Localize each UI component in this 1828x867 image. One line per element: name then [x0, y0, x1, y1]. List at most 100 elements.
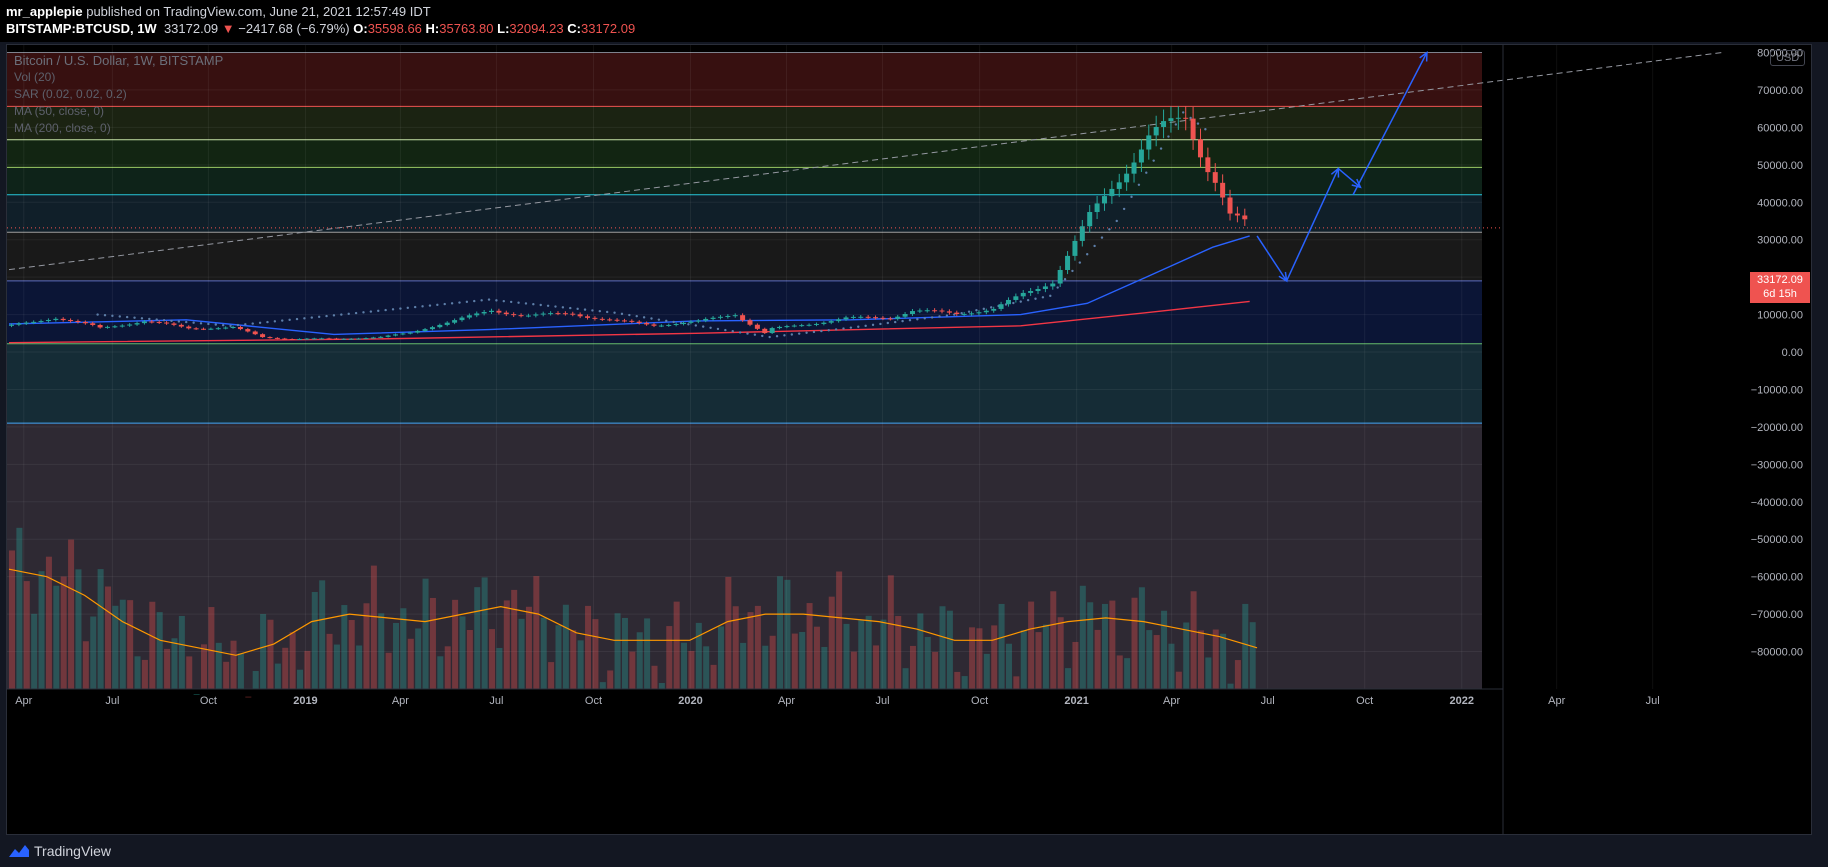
candle-body	[1161, 121, 1167, 127]
legend-item-ma200[interactable]: MA (200, close, 0)	[14, 121, 111, 135]
candle-body	[1079, 226, 1085, 241]
legend-item-sar[interactable]: SAR (0.02, 0.02, 0.2)	[14, 87, 127, 101]
volume-bar	[1116, 655, 1123, 689]
sar-dot	[960, 311, 963, 315]
volume-bar	[932, 651, 939, 689]
sar-dot	[244, 323, 247, 326]
fib-band	[7, 167, 1482, 195]
volume-bar	[415, 628, 422, 689]
volume-bar	[267, 619, 274, 689]
close-label: C:	[567, 21, 581, 36]
candle-body	[437, 324, 443, 328]
legend-title: Bitcoin / U.S. Dollar, 1W, BITSTAMP	[14, 53, 224, 68]
candle-body	[806, 324, 812, 326]
candle-body	[1183, 117, 1189, 119]
legend-item-ma50[interactable]: MA (50, close, 0)	[14, 104, 105, 118]
legend-item-volume[interactable]: Vol (20)	[14, 70, 56, 84]
sar-dot	[849, 326, 853, 329]
sar-dot	[886, 321, 890, 325]
candle-body	[873, 317, 879, 319]
sar-dot	[539, 303, 542, 307]
open-label: O:	[353, 21, 368, 36]
volume-bar	[658, 682, 665, 689]
candle-body	[754, 324, 760, 329]
x-tick-label: Apr	[15, 695, 32, 707]
footer: TradingView	[0, 835, 1828, 867]
candle-body	[858, 316, 864, 318]
sar-dot	[303, 317, 306, 320]
volume-bar	[260, 614, 267, 689]
candle-body	[363, 338, 369, 340]
candle-body	[23, 322, 29, 324]
projection-segment-pullback	[1337, 167, 1361, 188]
y-tick-label: −50000.00	[1751, 534, 1803, 546]
volume-bar	[555, 625, 562, 689]
chart-pane[interactable]: 80000.00 70000.00 60000.00 50000.00 40000.00…	[6, 44, 1812, 835]
candle-body	[178, 324, 184, 327]
ohlc-line: BITSTAMP:BTCUSD, 1W 33172.09 ▼ −2417.68 …	[6, 21, 635, 37]
sar-dot	[665, 319, 668, 323]
volume-bar	[112, 605, 119, 689]
sar-dot	[118, 315, 121, 318]
sar-dot	[724, 328, 727, 332]
sar-dot	[207, 322, 210, 326]
sar-dot	[738, 331, 742, 334]
volume-bar	[407, 638, 414, 689]
candle-body	[777, 326, 783, 329]
volume-bar	[274, 663, 281, 689]
candle-body	[651, 324, 657, 326]
ma200-line	[8, 300, 1250, 344]
candle-body	[976, 312, 982, 314]
author-name[interactable]: mr_applepie	[6, 4, 83, 19]
volume-bar	[562, 604, 569, 689]
publish-header: mr_applepie published on TradingView.com…	[0, 0, 1828, 42]
sar-dot	[1108, 228, 1111, 231]
sar-dot	[1093, 244, 1096, 248]
volume-bar	[385, 652, 392, 689]
volume-bar	[644, 618, 651, 689]
sar-dot	[871, 323, 875, 327]
candle-body	[156, 321, 162, 323]
fib-band	[7, 343, 1482, 424]
volume-bar	[895, 616, 902, 689]
sar-dot	[362, 311, 365, 314]
footer-brand[interactable]: TradingView	[34, 843, 112, 859]
x-tick-label: Jul	[1646, 695, 1660, 707]
x-tick-label: 2019	[293, 695, 317, 707]
volume-bar	[230, 640, 237, 689]
volume-bar	[725, 576, 732, 689]
volume-bar	[688, 650, 695, 689]
sar-dot	[753, 333, 757, 336]
sar-dot	[148, 317, 151, 321]
candle-body	[1242, 215, 1248, 220]
y-tick-label: 30000.00	[1757, 235, 1803, 247]
price-chart[interactable]: 80000.0070000.0060000.0050000.0040000.00…	[7, 45, 1811, 834]
candle-body	[1197, 139, 1203, 158]
volume-bar	[164, 648, 171, 689]
volume-bar	[141, 659, 148, 689]
sar-dot	[406, 306, 409, 310]
sar-dot	[332, 314, 336, 317]
sar-dot	[310, 316, 313, 319]
candle-body	[939, 310, 945, 312]
sar-dot	[1034, 297, 1037, 300]
sar-dot	[1174, 123, 1178, 126]
volume-bar	[208, 607, 215, 689]
candle-body	[311, 338, 317, 340]
sar-dot	[672, 320, 675, 324]
sar-dot	[908, 318, 912, 322]
currency-badge[interactable]: USD	[1770, 50, 1806, 66]
tradingview-logo-icon[interactable]	[8, 843, 30, 859]
y-tick-label: −10000.00	[1751, 384, 1803, 396]
sar-dot	[1145, 171, 1148, 174]
candle-body	[319, 338, 325, 340]
volume-bar	[636, 632, 643, 689]
sar-dot	[229, 324, 232, 328]
candle-body	[304, 338, 310, 340]
sar-dot	[613, 311, 616, 314]
volume-bar	[651, 665, 658, 689]
volume-bar	[1234, 660, 1241, 689]
volume-bar	[821, 646, 828, 689]
sar-dot	[384, 308, 387, 312]
sar-dot	[768, 335, 771, 339]
